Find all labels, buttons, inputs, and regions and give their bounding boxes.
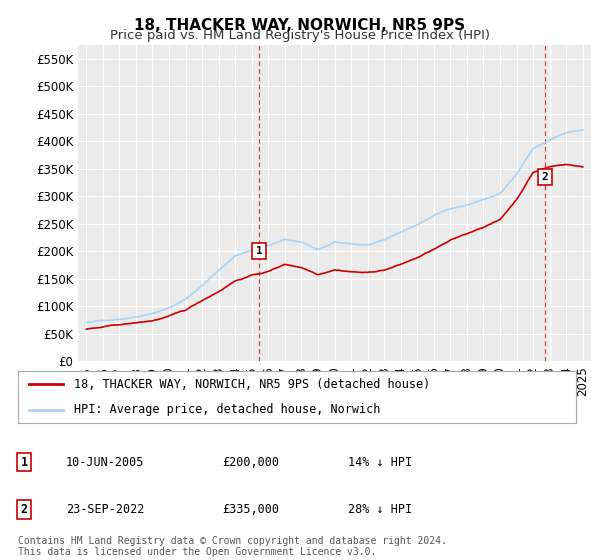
Text: 2: 2 — [542, 172, 548, 182]
Text: 18, THACKER WAY, NORWICH, NR5 9PS: 18, THACKER WAY, NORWICH, NR5 9PS — [134, 18, 466, 33]
Text: £200,000: £200,000 — [222, 455, 279, 469]
Text: 14% ↓ HPI: 14% ↓ HPI — [348, 455, 412, 469]
Text: Contains HM Land Registry data © Crown copyright and database right 2024.
This d: Contains HM Land Registry data © Crown c… — [18, 535, 447, 557]
Text: 1: 1 — [20, 455, 28, 469]
Text: 23-SEP-2022: 23-SEP-2022 — [66, 503, 145, 516]
Text: 2: 2 — [20, 503, 28, 516]
Text: 28% ↓ HPI: 28% ↓ HPI — [348, 503, 412, 516]
Text: 10-JUN-2005: 10-JUN-2005 — [66, 455, 145, 469]
Text: 1: 1 — [256, 246, 262, 256]
Text: £335,000: £335,000 — [222, 503, 279, 516]
Text: 18, THACKER WAY, NORWICH, NR5 9PS (detached house): 18, THACKER WAY, NORWICH, NR5 9PS (detac… — [74, 377, 430, 391]
Text: HPI: Average price, detached house, Norwich: HPI: Average price, detached house, Norw… — [74, 403, 380, 417]
Text: Price paid vs. HM Land Registry's House Price Index (HPI): Price paid vs. HM Land Registry's House … — [110, 29, 490, 42]
